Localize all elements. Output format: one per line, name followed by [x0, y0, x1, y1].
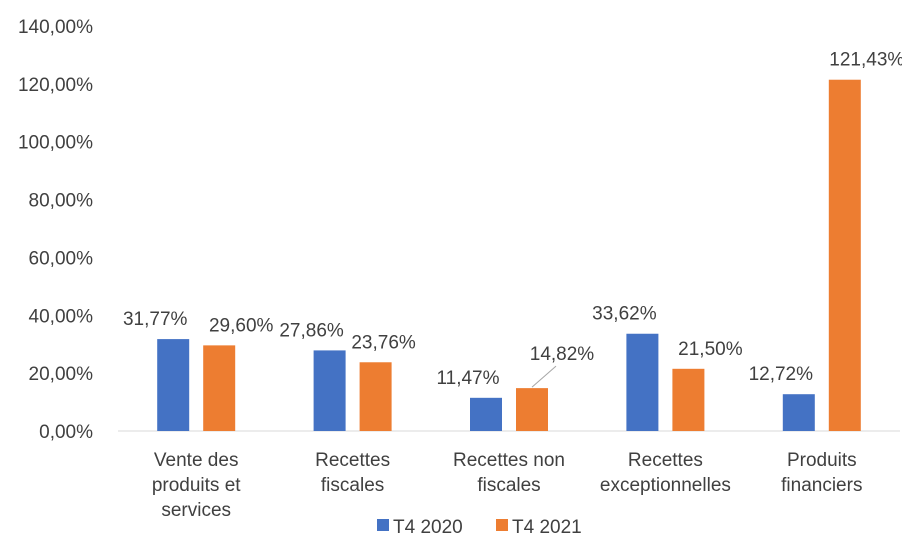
data-label: 121,43% — [829, 50, 902, 71]
data-label: 27,86% — [279, 320, 344, 341]
legend-swatch — [377, 519, 389, 531]
data-label: 12,72% — [749, 364, 814, 385]
data-label: 11,47% — [436, 368, 499, 389]
category-label: Recettes fiscales — [315, 450, 390, 496]
bar-t4-2021 — [828, 79, 861, 431]
bars — [157, 79, 861, 431]
bar-t4-2021 — [516, 388, 548, 431]
y-tick-label: 100,00% — [18, 133, 93, 154]
data-label: 14,82% — [530, 344, 595, 365]
data-label: 21,50% — [678, 339, 743, 360]
legend-label: T4 2021 — [512, 517, 582, 537]
data-labels: 31,77% 29,60% 27,86% 23,76% 11,47% 14,82% 33,6… — [123, 50, 902, 389]
category-label: Recettes exceptionnelles — [600, 450, 731, 496]
category-label: Recettes non fiscales — [453, 450, 565, 496]
bar-t4-2020 — [313, 350, 346, 431]
y-tick-label: 120,00% — [18, 75, 93, 96]
y-tick-label: 0,00% — [39, 422, 93, 443]
data-label: 33,62% — [592, 304, 657, 325]
bar-t4-2020 — [157, 339, 190, 431]
y-tick-label: 140,00% — [18, 17, 93, 38]
y-tick-label: 60,00% — [29, 248, 94, 269]
y-tick-label: 80,00% — [29, 191, 94, 212]
leader-line — [531, 365, 557, 388]
data-label: 31,77% — [123, 309, 188, 330]
y-tick-label: 40,00% — [29, 306, 94, 327]
category-label: Produits financiers — [781, 450, 862, 496]
y-axis: 0,00% 20,00% 40,00% 60,00% 80,00% 100,00% 120,… — [18, 17, 93, 443]
bar-t4-2020 — [626, 333, 659, 431]
legend-label: T4 2020 — [393, 517, 463, 537]
legend-swatch — [496, 519, 508, 531]
category-label: Vente des produits et services — [152, 450, 241, 521]
x-axis-categories: Vente des produits et services Recettes fisc… — [152, 450, 863, 521]
y-tick-label: 20,00% — [29, 364, 94, 385]
bar-t4-2021 — [359, 362, 392, 431]
bar-t4-2021 — [672, 368, 705, 431]
bar-t4-2020 — [470, 397, 502, 431]
legend: T4 2020 T4 2021 — [377, 517, 582, 537]
bar-t4-2021 — [203, 345, 236, 431]
bar-t4-2020 — [782, 394, 815, 431]
data-label: 23,76% — [351, 332, 416, 353]
data-label: 29,60% — [209, 315, 274, 336]
